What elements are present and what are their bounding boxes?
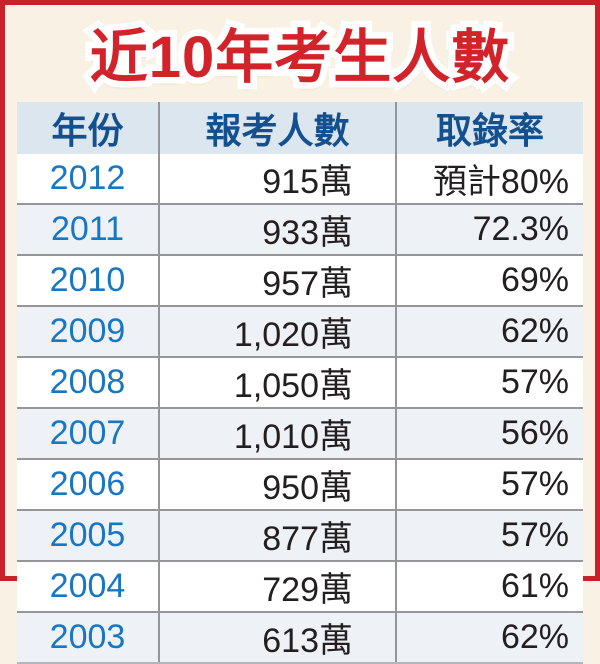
applicants-cell: 915萬 <box>158 154 396 204</box>
year-cell: 2012 <box>17 154 159 204</box>
applicants-cell: 1,010萬 <box>158 407 396 459</box>
rate-cell: 預計80% <box>395 154 583 204</box>
table-row: 2007 1,010萬 56% <box>17 407 583 459</box>
applicants-cell: 950萬 <box>158 458 396 510</box>
header-row: 年份 報考人數 取錄率 <box>17 102 583 154</box>
table-row: 2010 957萬 69% <box>17 254 583 306</box>
candidates-table: 年份 報考人數 取錄率 2012 915萬 預計80% 2011 933萬 72.3% 20… <box>17 102 583 664</box>
applicants-cell: 933萬 <box>158 203 396 255</box>
rate-cell: 62% <box>395 305 583 357</box>
table-row: 2009 1,020萬 62% <box>17 305 583 357</box>
table-row: 2008 1,050萬 57% <box>17 356 583 408</box>
year-cell: 2010 <box>17 254 159 306</box>
table-row: 2003 613萬 62% <box>17 611 583 664</box>
col-header-applicants: 報考人數 <box>158 102 396 154</box>
rate-cell: 57% <box>395 458 583 510</box>
applicants-cell: 957萬 <box>158 254 396 306</box>
title-text: 近10年考生人數 <box>90 17 511 99</box>
col-header-rate: 取錄率 <box>395 102 583 154</box>
table-row: 2011 933萬 72.3% <box>17 203 583 255</box>
table-row: 2006 950萬 57% <box>17 458 583 510</box>
rate-cell: 56% <box>395 407 583 459</box>
applicants-cell: 613萬 <box>158 611 396 664</box>
col-header-year: 年份 <box>17 102 159 154</box>
year-cell: 2009 <box>17 305 159 357</box>
applicants-cell: 729萬 <box>158 560 396 612</box>
table-row: 2004 729萬 61% <box>17 560 583 612</box>
year-cell: 2004 <box>17 560 159 612</box>
applicants-cell: 1,050萬 <box>158 356 396 408</box>
year-cell: 2005 <box>17 509 159 561</box>
table-row: 2012 915萬 預計80% <box>17 154 583 204</box>
table-row: 2005 877萬 57% <box>17 509 583 561</box>
year-cell: 2007 <box>17 407 159 459</box>
rate-cell: 61% <box>395 560 583 612</box>
applicants-cell: 1,020萬 <box>158 305 396 357</box>
year-cell: 2003 <box>17 611 159 664</box>
rate-cell: 69% <box>395 254 583 306</box>
year-cell: 2011 <box>17 203 159 255</box>
rate-cell: 57% <box>395 509 583 561</box>
year-cell: 2008 <box>17 356 159 408</box>
exam-candidates-infographic: 近10年考生人數 年份 報考人數 取錄率 2012915萬預計80%201193… <box>5 17 595 664</box>
year-cell: 2006 <box>17 458 159 510</box>
page-title: 近10年考生人數 <box>5 17 595 99</box>
rate-cell: 57% <box>395 356 583 408</box>
rate-cell: 62% <box>395 611 583 664</box>
applicants-cell: 877萬 <box>158 509 396 561</box>
rate-cell: 72.3% <box>395 203 583 255</box>
